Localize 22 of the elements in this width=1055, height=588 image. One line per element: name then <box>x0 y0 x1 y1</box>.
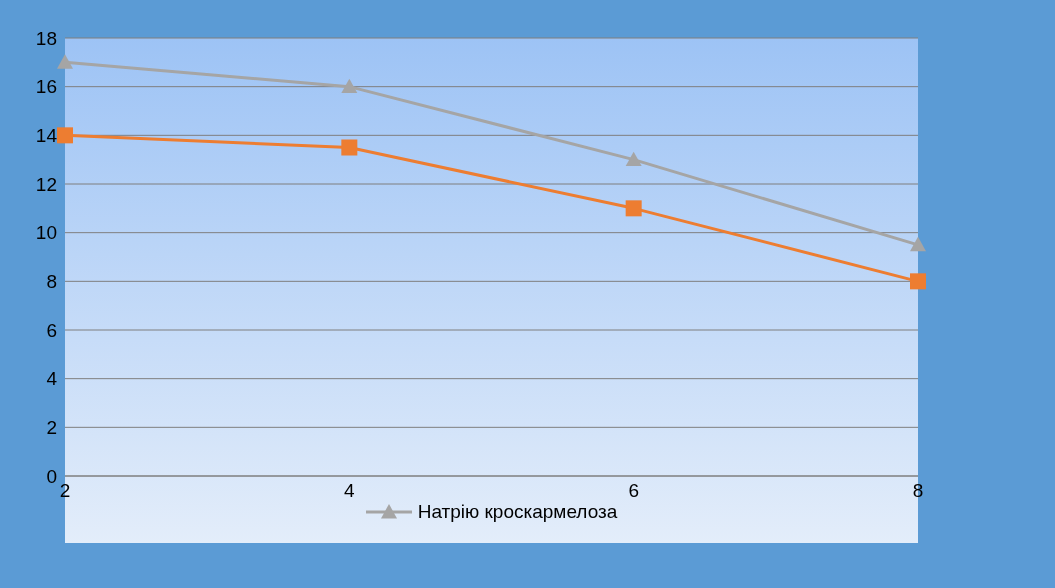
x-tick-label: 4 <box>344 480 356 502</box>
point <box>625 200 642 217</box>
y-tick-label: 16 <box>35 76 57 98</box>
x-tick-label: 8 <box>912 480 924 502</box>
point <box>57 127 73 144</box>
y-tick-label: 12 <box>35 173 57 195</box>
y-tick-label: 4 <box>46 368 58 390</box>
legend-label: Натрію кроскармелоза <box>417 501 618 523</box>
point <box>910 273 926 290</box>
x-tick-label: 6 <box>628 480 639 502</box>
y-tick-label: 6 <box>46 319 57 341</box>
point <box>625 151 642 167</box>
point <box>57 54 73 69</box>
y-tick-label: 0 <box>46 465 57 487</box>
y-tick-label: 10 <box>35 222 57 244</box>
point <box>341 78 358 94</box>
point <box>341 139 358 156</box>
y-tick-label: 8 <box>46 271 57 293</box>
y-tick-label: 14 <box>35 125 58 147</box>
point <box>910 236 926 252</box>
y-tick-label: 18 <box>35 27 57 49</box>
y-tick-label: 2 <box>46 417 57 439</box>
